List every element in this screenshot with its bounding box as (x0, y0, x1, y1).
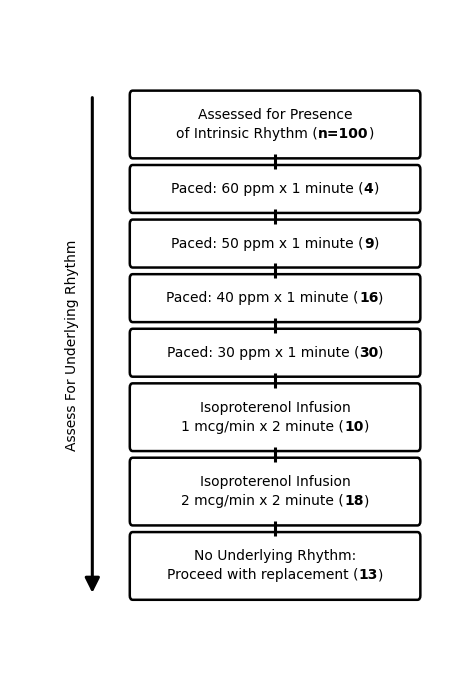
Text: Isoproterenol Infusion: Isoproterenol Infusion (200, 400, 350, 415)
Text: Paced: 60 ppm x 1 minute (: Paced: 60 ppm x 1 minute ( (171, 182, 364, 196)
Text: 4: 4 (364, 182, 374, 196)
Text: 16: 16 (359, 291, 378, 305)
Text: 13: 13 (358, 569, 378, 582)
Text: Isoproterenol Infusion: Isoproterenol Infusion (200, 475, 350, 489)
FancyBboxPatch shape (130, 458, 420, 526)
Text: Proceed with replacement (: Proceed with replacement ( (167, 569, 358, 582)
FancyBboxPatch shape (130, 219, 420, 268)
Text: n=100: n=100 (318, 127, 368, 141)
FancyBboxPatch shape (130, 274, 420, 322)
Text: ): ) (374, 236, 379, 251)
FancyBboxPatch shape (130, 91, 420, 159)
Text: 9: 9 (364, 236, 374, 251)
Text: Paced: 30 ppm x 1 minute (: Paced: 30 ppm x 1 minute ( (166, 346, 359, 360)
Text: of Intrinsic Rhythm (: of Intrinsic Rhythm ( (176, 127, 318, 141)
Text: ): ) (364, 419, 369, 434)
Text: Assess For Underlying Rhythm: Assess For Underlying Rhythm (65, 240, 79, 451)
Text: ): ) (374, 182, 379, 196)
Text: ): ) (378, 291, 383, 305)
Text: 10: 10 (344, 419, 364, 434)
FancyBboxPatch shape (130, 532, 420, 600)
Text: ): ) (368, 127, 374, 141)
FancyBboxPatch shape (130, 165, 420, 213)
Text: Paced: 50 ppm x 1 minute (: Paced: 50 ppm x 1 minute ( (171, 236, 364, 251)
Text: Assessed for Presence: Assessed for Presence (198, 108, 352, 122)
Text: No Underlying Rhythm:: No Underlying Rhythm: (194, 550, 356, 563)
Text: 2 mcg/min x 2 minute (: 2 mcg/min x 2 minute ( (181, 494, 344, 508)
FancyBboxPatch shape (130, 329, 420, 377)
FancyBboxPatch shape (130, 383, 420, 451)
Text: 18: 18 (344, 494, 364, 508)
Text: 30: 30 (359, 346, 378, 360)
Text: ): ) (364, 494, 369, 508)
Text: 1 mcg/min x 2 minute (: 1 mcg/min x 2 minute ( (181, 419, 344, 434)
Text: ): ) (378, 569, 383, 582)
Text: ): ) (378, 346, 383, 360)
Text: Paced: 40 ppm x 1 minute (: Paced: 40 ppm x 1 minute ( (166, 291, 359, 305)
